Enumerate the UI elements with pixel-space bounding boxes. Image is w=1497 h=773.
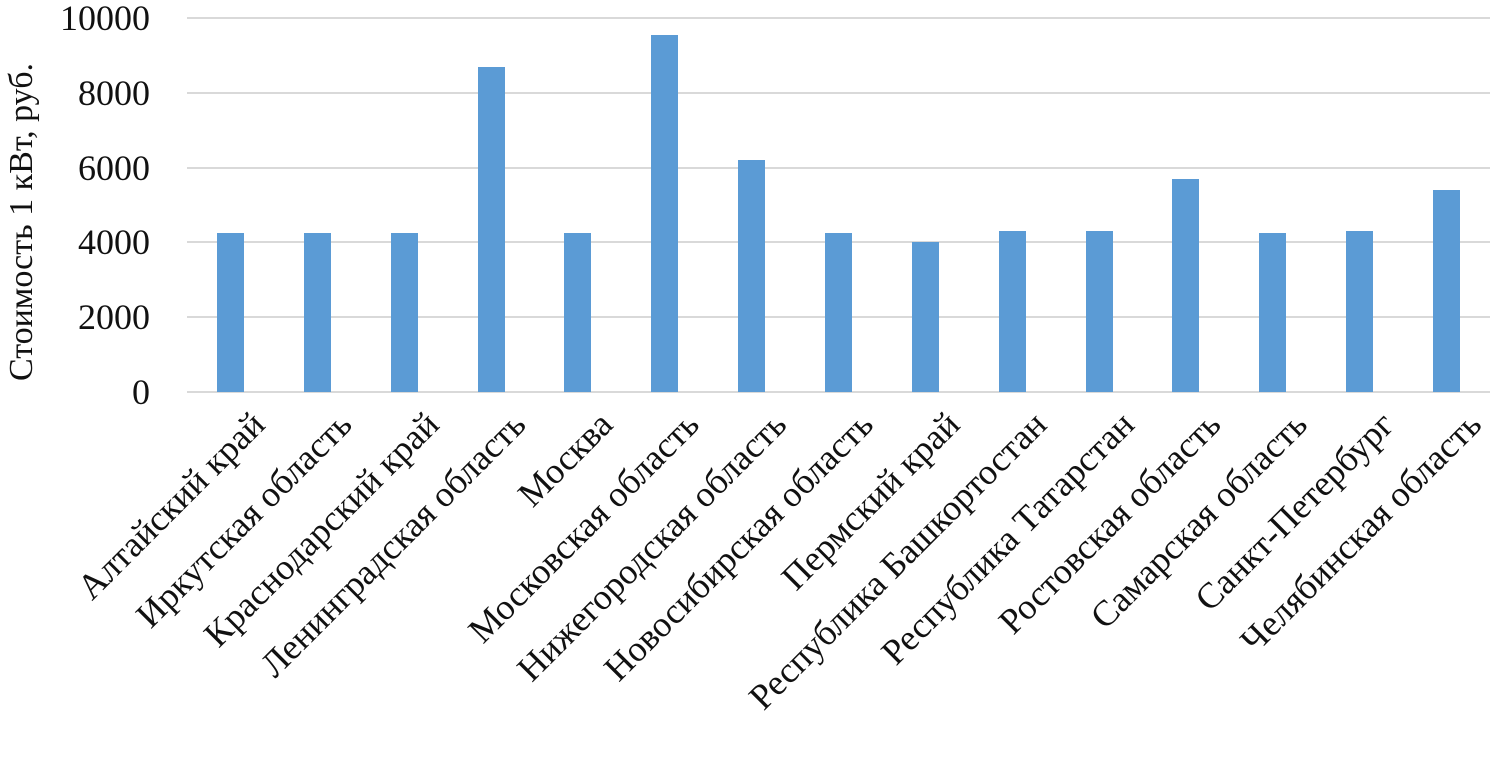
gridline-0	[187, 391, 1490, 393]
y-tick-label: 4000	[78, 222, 150, 263]
bar	[1085, 231, 1113, 392]
bar	[390, 233, 418, 392]
gridline-8000	[187, 91, 1490, 94]
bar	[998, 231, 1026, 392]
bar	[738, 160, 766, 392]
gridline-10000	[187, 17, 1490, 19]
bar	[477, 66, 505, 392]
bar	[1433, 190, 1461, 392]
bar	[1259, 233, 1287, 392]
bar	[564, 233, 592, 392]
bar	[651, 34, 679, 392]
bar	[1172, 178, 1200, 392]
plot-area	[187, 17, 1490, 393]
y-tick-label: 0	[132, 372, 150, 412]
bar	[911, 242, 939, 392]
bar	[303, 233, 331, 392]
y-tick-label: 10000	[60, 0, 150, 38]
bar	[216, 233, 244, 392]
gridline-6000	[187, 166, 1490, 169]
y-tick-label: 2000	[78, 297, 150, 338]
y-tick-label: 6000	[78, 147, 150, 188]
y-tick-label: 8000	[78, 72, 150, 113]
bar	[825, 233, 852, 392]
bar	[1346, 231, 1374, 392]
